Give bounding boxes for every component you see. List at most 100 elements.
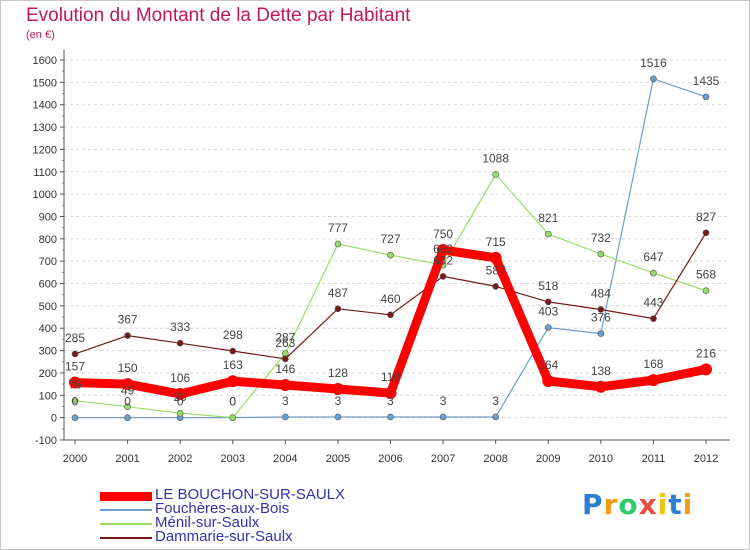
data-point xyxy=(702,229,710,237)
y-tick-label: 600 xyxy=(39,279,57,291)
data-point xyxy=(544,298,552,306)
data-point xyxy=(176,339,184,347)
x-tick-label: 2000 xyxy=(63,453,87,465)
data-label: 827 xyxy=(696,210,716,224)
data-point xyxy=(229,347,237,355)
data-label: 3 xyxy=(440,394,447,408)
data-point xyxy=(387,413,394,421)
data-point xyxy=(334,305,342,313)
logo-letter: o xyxy=(618,488,639,521)
data-point xyxy=(279,379,292,392)
legend-swatch xyxy=(100,523,152,525)
data-point xyxy=(492,283,499,290)
logo-letter: x xyxy=(638,488,658,521)
x-tick-label: 2008 xyxy=(483,453,507,465)
data-label: 1088 xyxy=(482,151,509,165)
data-point xyxy=(384,387,397,400)
data-point xyxy=(544,324,552,331)
data-label: 484 xyxy=(591,286,611,300)
y-tick-label: 1000 xyxy=(33,189,57,201)
data-point xyxy=(387,251,394,259)
data-point xyxy=(492,413,499,421)
legend-swatch xyxy=(100,537,152,539)
data-point xyxy=(700,363,712,376)
data-label: 632 xyxy=(433,253,453,267)
data-label: 3 xyxy=(492,394,499,408)
x-tick-label: 2003 xyxy=(221,453,245,465)
data-label: 128 xyxy=(328,366,348,380)
y-tick-label: 900 xyxy=(39,211,57,223)
chart-title: Evolution du Montant de la Dette par Hab… xyxy=(26,5,411,26)
data-label: 460 xyxy=(380,292,400,306)
data-label: 298 xyxy=(223,328,243,342)
data-label: 3 xyxy=(282,394,289,408)
data-label: 376 xyxy=(591,311,611,325)
data-label: 821 xyxy=(538,211,558,225)
y-tick-label: 1600 xyxy=(33,55,57,67)
data-point xyxy=(597,250,605,258)
data-point xyxy=(71,397,79,404)
y-tick-label: 200 xyxy=(39,368,57,380)
data-label: 443 xyxy=(643,296,663,310)
data-label: 150 xyxy=(118,361,138,375)
data-point xyxy=(439,273,447,280)
logo-letter: i xyxy=(657,488,669,521)
data-label: 732 xyxy=(591,231,611,245)
y-tick-label: 700 xyxy=(39,256,57,268)
legend-label: Fouchères-aux-Bois xyxy=(155,500,290,517)
proxiti-logo: Proxiti xyxy=(582,488,693,521)
data-label: 164 xyxy=(538,358,558,372)
data-point xyxy=(492,171,499,178)
data-point xyxy=(334,413,342,421)
y-tick-label: 1400 xyxy=(33,100,57,112)
data-label: 49 xyxy=(121,384,135,398)
y-tick-label: 0 xyxy=(51,413,57,425)
x-tick-label: 2001 xyxy=(115,453,139,465)
data-label: 3 xyxy=(335,394,342,408)
data-label: 647 xyxy=(643,250,663,264)
data-label: 216 xyxy=(696,346,716,360)
data-point xyxy=(71,350,79,358)
logo-letter: P xyxy=(582,488,604,521)
logo-letter: t xyxy=(668,488,683,521)
data-label: 263 xyxy=(275,336,295,350)
data-label: 20 xyxy=(173,390,187,404)
y-tick-label: 1500 xyxy=(33,77,57,89)
data-label: 750 xyxy=(433,227,453,241)
y-tick-label: 800 xyxy=(39,234,57,246)
data-label: 682 xyxy=(433,242,453,256)
data-point xyxy=(702,93,710,101)
data-label: 587 xyxy=(486,263,506,277)
x-tick-label: 2004 xyxy=(273,453,297,465)
x-tick-label: 2009 xyxy=(536,453,560,465)
data-point xyxy=(597,330,605,337)
x-tick-label: 2010 xyxy=(589,453,613,465)
data-label: 1435 xyxy=(693,74,720,88)
data-label: 0 xyxy=(229,395,236,409)
data-point xyxy=(650,75,657,83)
data-point xyxy=(650,269,657,277)
legend-label: LE BOUCHON-SUR-SAULX xyxy=(155,486,346,503)
data-label: 0 xyxy=(229,395,236,409)
data-label: 0 xyxy=(177,395,184,409)
data-point xyxy=(331,383,344,396)
data-point xyxy=(439,413,447,421)
data-label: 3 xyxy=(387,394,394,408)
data-point xyxy=(121,378,134,391)
data-point xyxy=(174,387,187,400)
data-point xyxy=(650,315,657,322)
x-tick-label: 2005 xyxy=(326,453,350,465)
logo-letter: i xyxy=(682,488,694,521)
y-tick-label: 300 xyxy=(39,346,57,358)
data-label: 518 xyxy=(538,279,558,293)
data-label: 727 xyxy=(380,232,400,246)
data-label: 285 xyxy=(65,331,85,345)
data-label: 367 xyxy=(118,313,138,327)
data-point xyxy=(282,355,289,363)
logo-letter: r xyxy=(603,488,619,521)
data-point xyxy=(124,332,131,339)
data-label: 168 xyxy=(643,357,663,371)
data-point xyxy=(334,240,342,248)
